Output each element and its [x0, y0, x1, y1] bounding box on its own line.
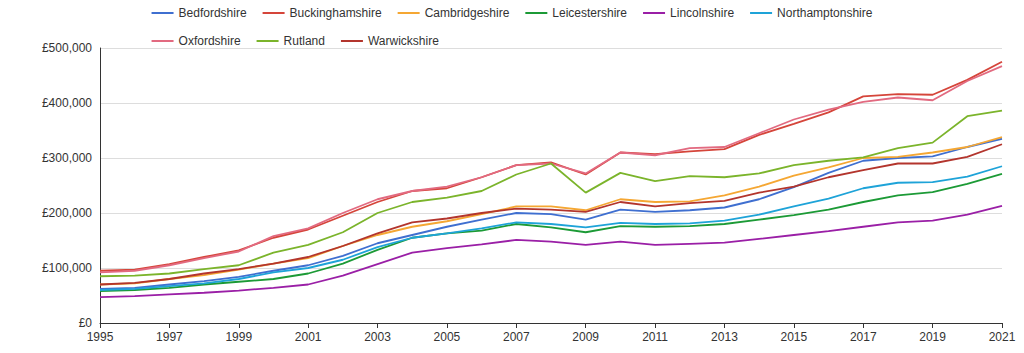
svg-text:1995: 1995: [87, 330, 114, 344]
svg-text:2013: 2013: [711, 330, 738, 344]
svg-text:2009: 2009: [572, 330, 599, 344]
svg-text:Bedfordshire: Bedfordshire: [179, 6, 247, 20]
svg-text:Lincolnshire: Lincolnshire: [670, 6, 734, 20]
svg-text:2007: 2007: [503, 330, 530, 344]
svg-text:2019: 2019: [919, 330, 946, 344]
svg-text:Cambridgeshire: Cambridgeshire: [425, 6, 510, 20]
svg-text:£300,000: £300,000: [42, 151, 92, 165]
svg-text:1997: 1997: [156, 330, 183, 344]
svg-text:Warwickshire: Warwickshire: [368, 34, 439, 48]
svg-text:£200,000: £200,000: [42, 206, 92, 220]
svg-text:£100,000: £100,000: [42, 261, 92, 275]
svg-text:£400,000: £400,000: [42, 96, 92, 110]
svg-text:£500,000: £500,000: [42, 41, 92, 55]
svg-text:2021: 2021: [989, 330, 1016, 344]
svg-text:£0: £0: [79, 316, 93, 330]
svg-text:2017: 2017: [850, 330, 877, 344]
svg-text:Leicestershire: Leicestershire: [552, 6, 627, 20]
svg-text:2015: 2015: [780, 330, 807, 344]
svg-text:2003: 2003: [364, 330, 391, 344]
svg-text:2011: 2011: [642, 330, 668, 344]
svg-text:2001: 2001: [295, 330, 322, 344]
svg-text:Oxfordshire: Oxfordshire: [179, 34, 241, 48]
svg-text:Northamptonshire: Northamptonshire: [777, 6, 873, 20]
svg-text:Rutland: Rutland: [284, 34, 325, 48]
svg-text:Buckinghamshire: Buckinghamshire: [290, 6, 382, 20]
svg-text:2005: 2005: [434, 330, 461, 344]
svg-text:1999: 1999: [225, 330, 252, 344]
